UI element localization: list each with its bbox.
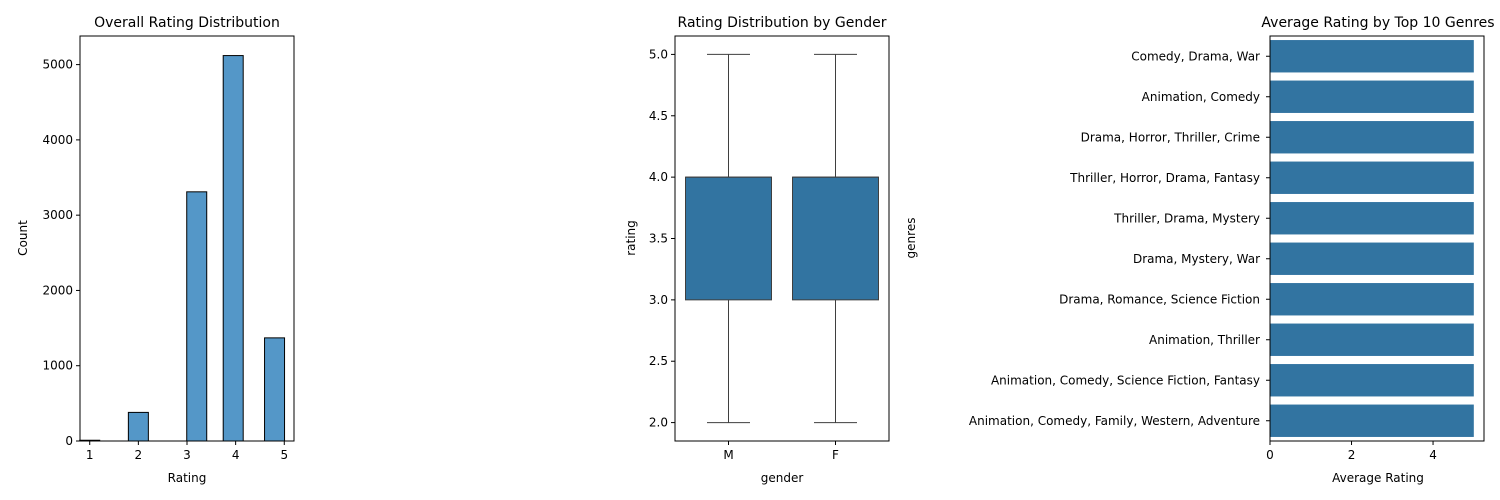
genre-x-tick-label: 2: [1348, 448, 1356, 462]
genre-category-label: Animation, Comedy, Family, Western, Adve…: [969, 414, 1260, 428]
boxplot-y-tick-label: 3.0: [649, 293, 668, 307]
boxplot-y-tick-label: 2.0: [649, 416, 668, 430]
genre-bar: [1270, 404, 1474, 437]
genre-bar: [1270, 40, 1474, 73]
boxplot-x-label: gender: [761, 471, 804, 485]
boxplot-y-tick-label: 5.0: [649, 47, 668, 61]
genre-category-label: Animation, Comedy: [1142, 90, 1260, 104]
boxplot-box: [685, 176, 772, 301]
histogram-y-tick-label: 3000: [42, 208, 73, 222]
boxplot-y-label: rating: [624, 220, 638, 256]
boxplot-y-tick-label: 2.5: [649, 354, 668, 368]
genre-bar: [1270, 323, 1474, 356]
boxplot-title: Rating Distribution by Gender: [678, 15, 887, 31]
genre-category-label: Drama, Mystery, War: [1133, 252, 1260, 266]
genre-bar: [1270, 242, 1474, 275]
boxplot-x-tick-label: F: [832, 448, 839, 462]
histogram-x-tick-label: 2: [135, 448, 143, 462]
histogram-bar: [127, 411, 149, 442]
genre-bar: [1270, 161, 1474, 194]
histogram-bar: [222, 55, 244, 442]
histogram-x-tick-label: 1: [86, 448, 94, 462]
genre-category-label: Drama, Horror, Thriller, Crime: [1081, 130, 1260, 144]
histogram-y-tick-label: 1000: [42, 359, 73, 373]
genre-category-label: Drama, Romance, Science Fiction: [1059, 292, 1260, 306]
rating-histogram: Overall Rating Distribution Rating Count…: [16, 15, 295, 485]
genre-category-label: Comedy, Drama, War: [1131, 49, 1260, 63]
histogram-bar: [186, 191, 208, 442]
boxplot-y-tick-label: 4.0: [649, 170, 668, 184]
genre-chart-x-label: Average Rating: [1332, 471, 1424, 485]
genre-chart-axes-frame: [1269, 35, 1485, 442]
genre-category-label: Animation, Thriller: [1149, 333, 1260, 347]
histogram-bar: [264, 337, 286, 442]
gender-boxplot: Rating Distribution by Gender gender rat…: [624, 15, 890, 485]
genre-chart-y-label: genres: [904, 218, 918, 259]
histogram-x-tick-label: 3: [183, 448, 191, 462]
genre-x-tick-label: 4: [1429, 448, 1437, 462]
histogram-y-label: Count: [16, 220, 30, 256]
genre-category-label: Thriller, Horror, Drama, Fantasy: [1069, 171, 1260, 185]
histogram-x-tick-label: 4: [232, 448, 240, 462]
histogram-y-tick-label: 2000: [42, 283, 73, 297]
boxplot-box: [792, 176, 879, 301]
boxplot-y-tick-label: 4.5: [649, 109, 668, 123]
genre-bar: [1270, 364, 1474, 397]
genre-x-tick-label: 0: [1266, 448, 1274, 462]
genre-category-label: Animation, Comedy, Science Fiction, Fant…: [991, 373, 1260, 387]
genre-bar: [1270, 80, 1474, 113]
genre-bar: [1270, 283, 1474, 316]
boxplot-y-tick-label: 3.5: [649, 232, 668, 246]
histogram-y-tick-label: 5000: [42, 58, 73, 72]
histogram-x-tick-label: 5: [280, 448, 288, 462]
genre-category-label: Thriller, Drama, Mystery: [1113, 211, 1260, 225]
genre-chart-title: Average Rating by Top 10 Genres: [1261, 15, 1494, 31]
boxplot-x-tick-label: M: [723, 448, 733, 462]
genre-bar: [1270, 121, 1474, 154]
histogram-x-label: Rating: [168, 471, 207, 485]
genre-bar-chart: Average Rating by Top 10 Genres Average …: [904, 15, 1495, 485]
histogram-axes-frame: [79, 35, 295, 442]
histogram-title: Overall Rating Distribution: [94, 15, 280, 31]
boxplot-axes-frame: [674, 35, 890, 442]
genre-bar: [1270, 202, 1474, 235]
histogram-y-tick-label: 0: [65, 434, 73, 448]
histogram-y-tick-label: 4000: [42, 133, 73, 147]
